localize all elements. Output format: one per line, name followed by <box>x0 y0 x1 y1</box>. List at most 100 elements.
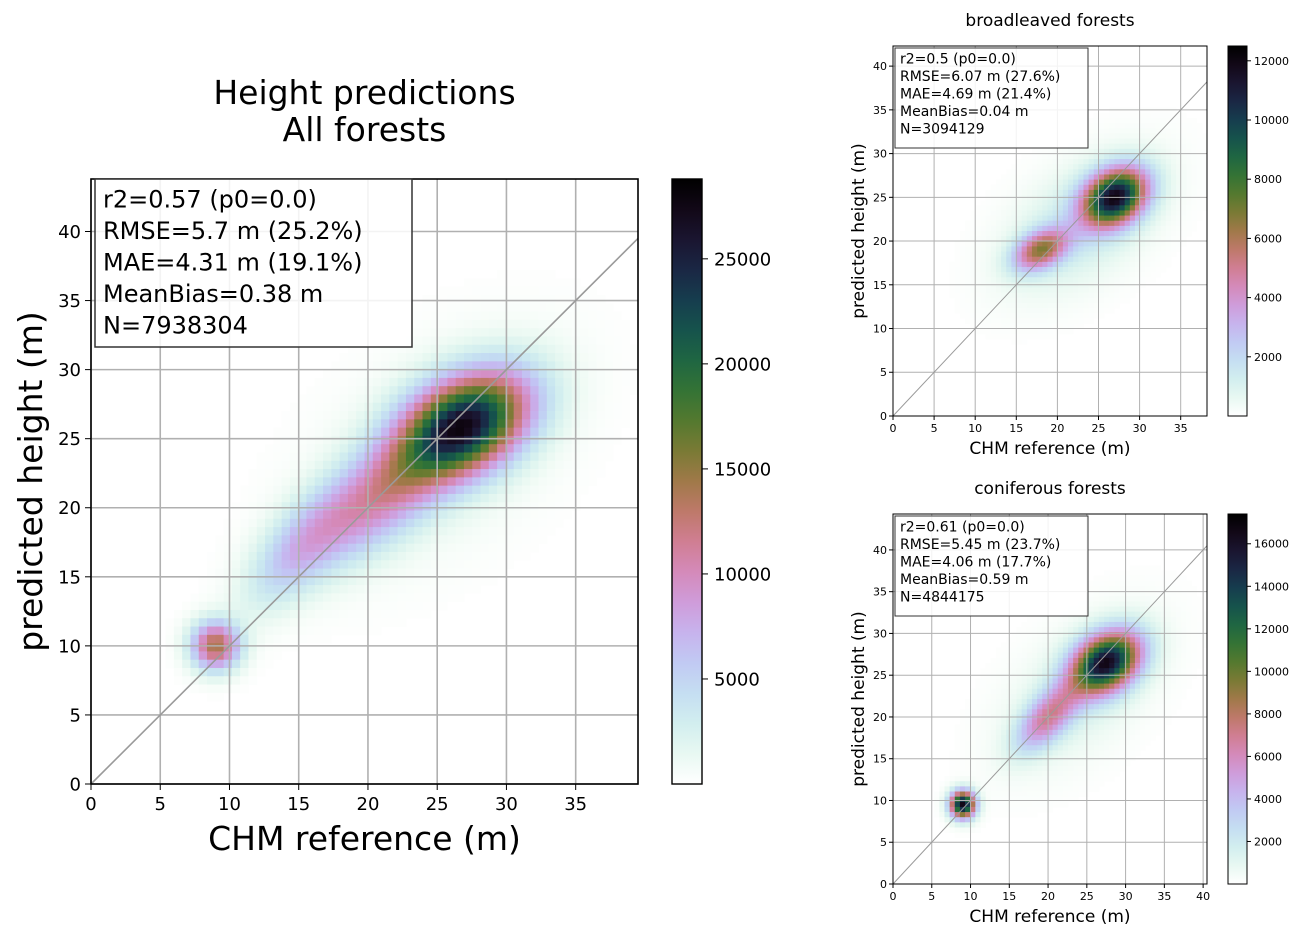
heatmap-cell <box>970 277 976 283</box>
heatmap-cell <box>1129 729 1136 736</box>
heatmap-cell <box>1006 287 1012 294</box>
heatmap-cell <box>970 750 976 756</box>
heatmap-cell <box>1124 637 1131 643</box>
heatmap-cell <box>306 386 316 395</box>
heatmap-cell <box>1016 164 1023 170</box>
heatmap-cell <box>1191 148 1198 155</box>
heatmap-cell <box>1016 699 1023 705</box>
heatmap-cell <box>173 659 183 669</box>
heatmap-cell <box>1001 287 1007 294</box>
heatmap-cell <box>356 527 365 536</box>
heatmap-cell <box>488 402 498 412</box>
heatmap-cell <box>1160 596 1167 602</box>
heatmap-cell <box>985 261 992 268</box>
heatmap-cell <box>1088 266 1095 273</box>
heatmap-cell <box>198 659 208 669</box>
heatmap-cell <box>397 527 407 536</box>
heatmap-cell <box>356 601 365 611</box>
heatmap-cell <box>347 402 357 412</box>
heatmap-cell <box>965 256 971 263</box>
heatmap-cell <box>1150 652 1156 659</box>
heatmap-cell <box>1093 256 1100 263</box>
heatmap-cell <box>1062 796 1069 803</box>
heatmap-cell <box>613 386 622 395</box>
heatmap-cell <box>281 518 291 528</box>
heatmap-cell <box>298 452 307 462</box>
heatmap-cell <box>1181 184 1187 191</box>
heatmap-cell <box>1042 174 1048 181</box>
heatmap-cell <box>1037 297 1043 304</box>
heatmap-cell <box>472 477 481 487</box>
heatmap-cell <box>1119 606 1126 613</box>
heatmap-cell <box>970 241 976 247</box>
heatmap-cell <box>1026 297 1033 304</box>
heatmap-cell <box>1170 616 1177 623</box>
heatmap-cell <box>298 427 307 437</box>
heatmap-cell <box>1068 251 1074 258</box>
heatmap-cell <box>985 776 992 782</box>
heatmap-cell <box>1155 606 1162 613</box>
heatmap-cell <box>1068 668 1074 674</box>
heatmap-cell <box>1129 189 1136 196</box>
heatmap-cell <box>995 745 1002 751</box>
heatmap-cell <box>965 297 971 304</box>
y-tick-label: 30 <box>873 148 887 161</box>
heatmap-cell <box>985 704 992 710</box>
heatmap-cell <box>339 377 349 387</box>
heatmap-cell <box>530 411 539 420</box>
heatmap-cell <box>1134 719 1141 726</box>
heatmap-cell <box>1062 323 1069 330</box>
heatmap-cell <box>1098 585 1105 592</box>
heatmap-cell <box>480 402 490 412</box>
heatmap-cell <box>1068 632 1074 638</box>
heatmap-cell <box>1124 159 1131 165</box>
heatmap-cell <box>323 386 332 395</box>
heatmap-cell <box>563 394 573 404</box>
heatmap-cell <box>372 353 382 362</box>
heatmap-cell <box>613 419 622 429</box>
heatmap-cell <box>1093 159 1100 165</box>
heatmap-cell <box>1021 200 1028 206</box>
heatmap-cell <box>530 353 539 362</box>
heatmap-cell <box>530 286 539 296</box>
heatmap-cell <box>430 493 440 503</box>
heatmap-cell <box>497 560 506 569</box>
heatmap-cell <box>1088 225 1095 232</box>
heatmap-cell <box>372 402 382 412</box>
heatmap-cell <box>497 278 506 288</box>
heatmap-cell <box>1145 657 1151 664</box>
heatmap-cell <box>513 270 523 279</box>
heatmap-cell <box>1088 308 1095 314</box>
heatmap-cell <box>347 394 357 404</box>
heatmap-cell <box>1129 266 1136 273</box>
heatmap-cell <box>1114 107 1120 114</box>
heatmap-cell <box>1011 277 1017 283</box>
heatmap-cell <box>1134 663 1141 669</box>
heatmap-cell <box>1088 596 1095 602</box>
heatmap-cell <box>488 435 498 445</box>
heatmap-cell <box>1073 729 1079 736</box>
heatmap-cell <box>1104 663 1110 669</box>
identity-line <box>892 81 1208 417</box>
heatmap-cell <box>1093 627 1100 633</box>
heatmap-cell <box>1093 765 1100 772</box>
heatmap-cell <box>975 272 981 278</box>
heatmap-cell <box>1134 128 1141 134</box>
heatmap-cell <box>596 344 606 354</box>
heatmap-cell <box>1078 215 1084 222</box>
heatmap-cell <box>1104 632 1110 638</box>
heatmap-cell <box>505 527 515 536</box>
heatmap-cell <box>604 319 614 329</box>
heatmap-cell <box>985 729 992 736</box>
heatmap-cell <box>1165 621 1172 628</box>
heatmap-cell <box>1104 652 1110 659</box>
heatmap-cell <box>530 502 539 511</box>
heatmap-cell <box>1145 107 1151 114</box>
heatmap-cell <box>256 634 266 644</box>
heatmap-cell <box>1134 133 1141 139</box>
heatmap-cell <box>1140 652 1146 659</box>
heatmap-cell <box>1068 652 1074 659</box>
heatmap-cell <box>1124 688 1131 695</box>
heatmap-cell <box>289 609 299 619</box>
heatmap-cell <box>521 535 531 545</box>
